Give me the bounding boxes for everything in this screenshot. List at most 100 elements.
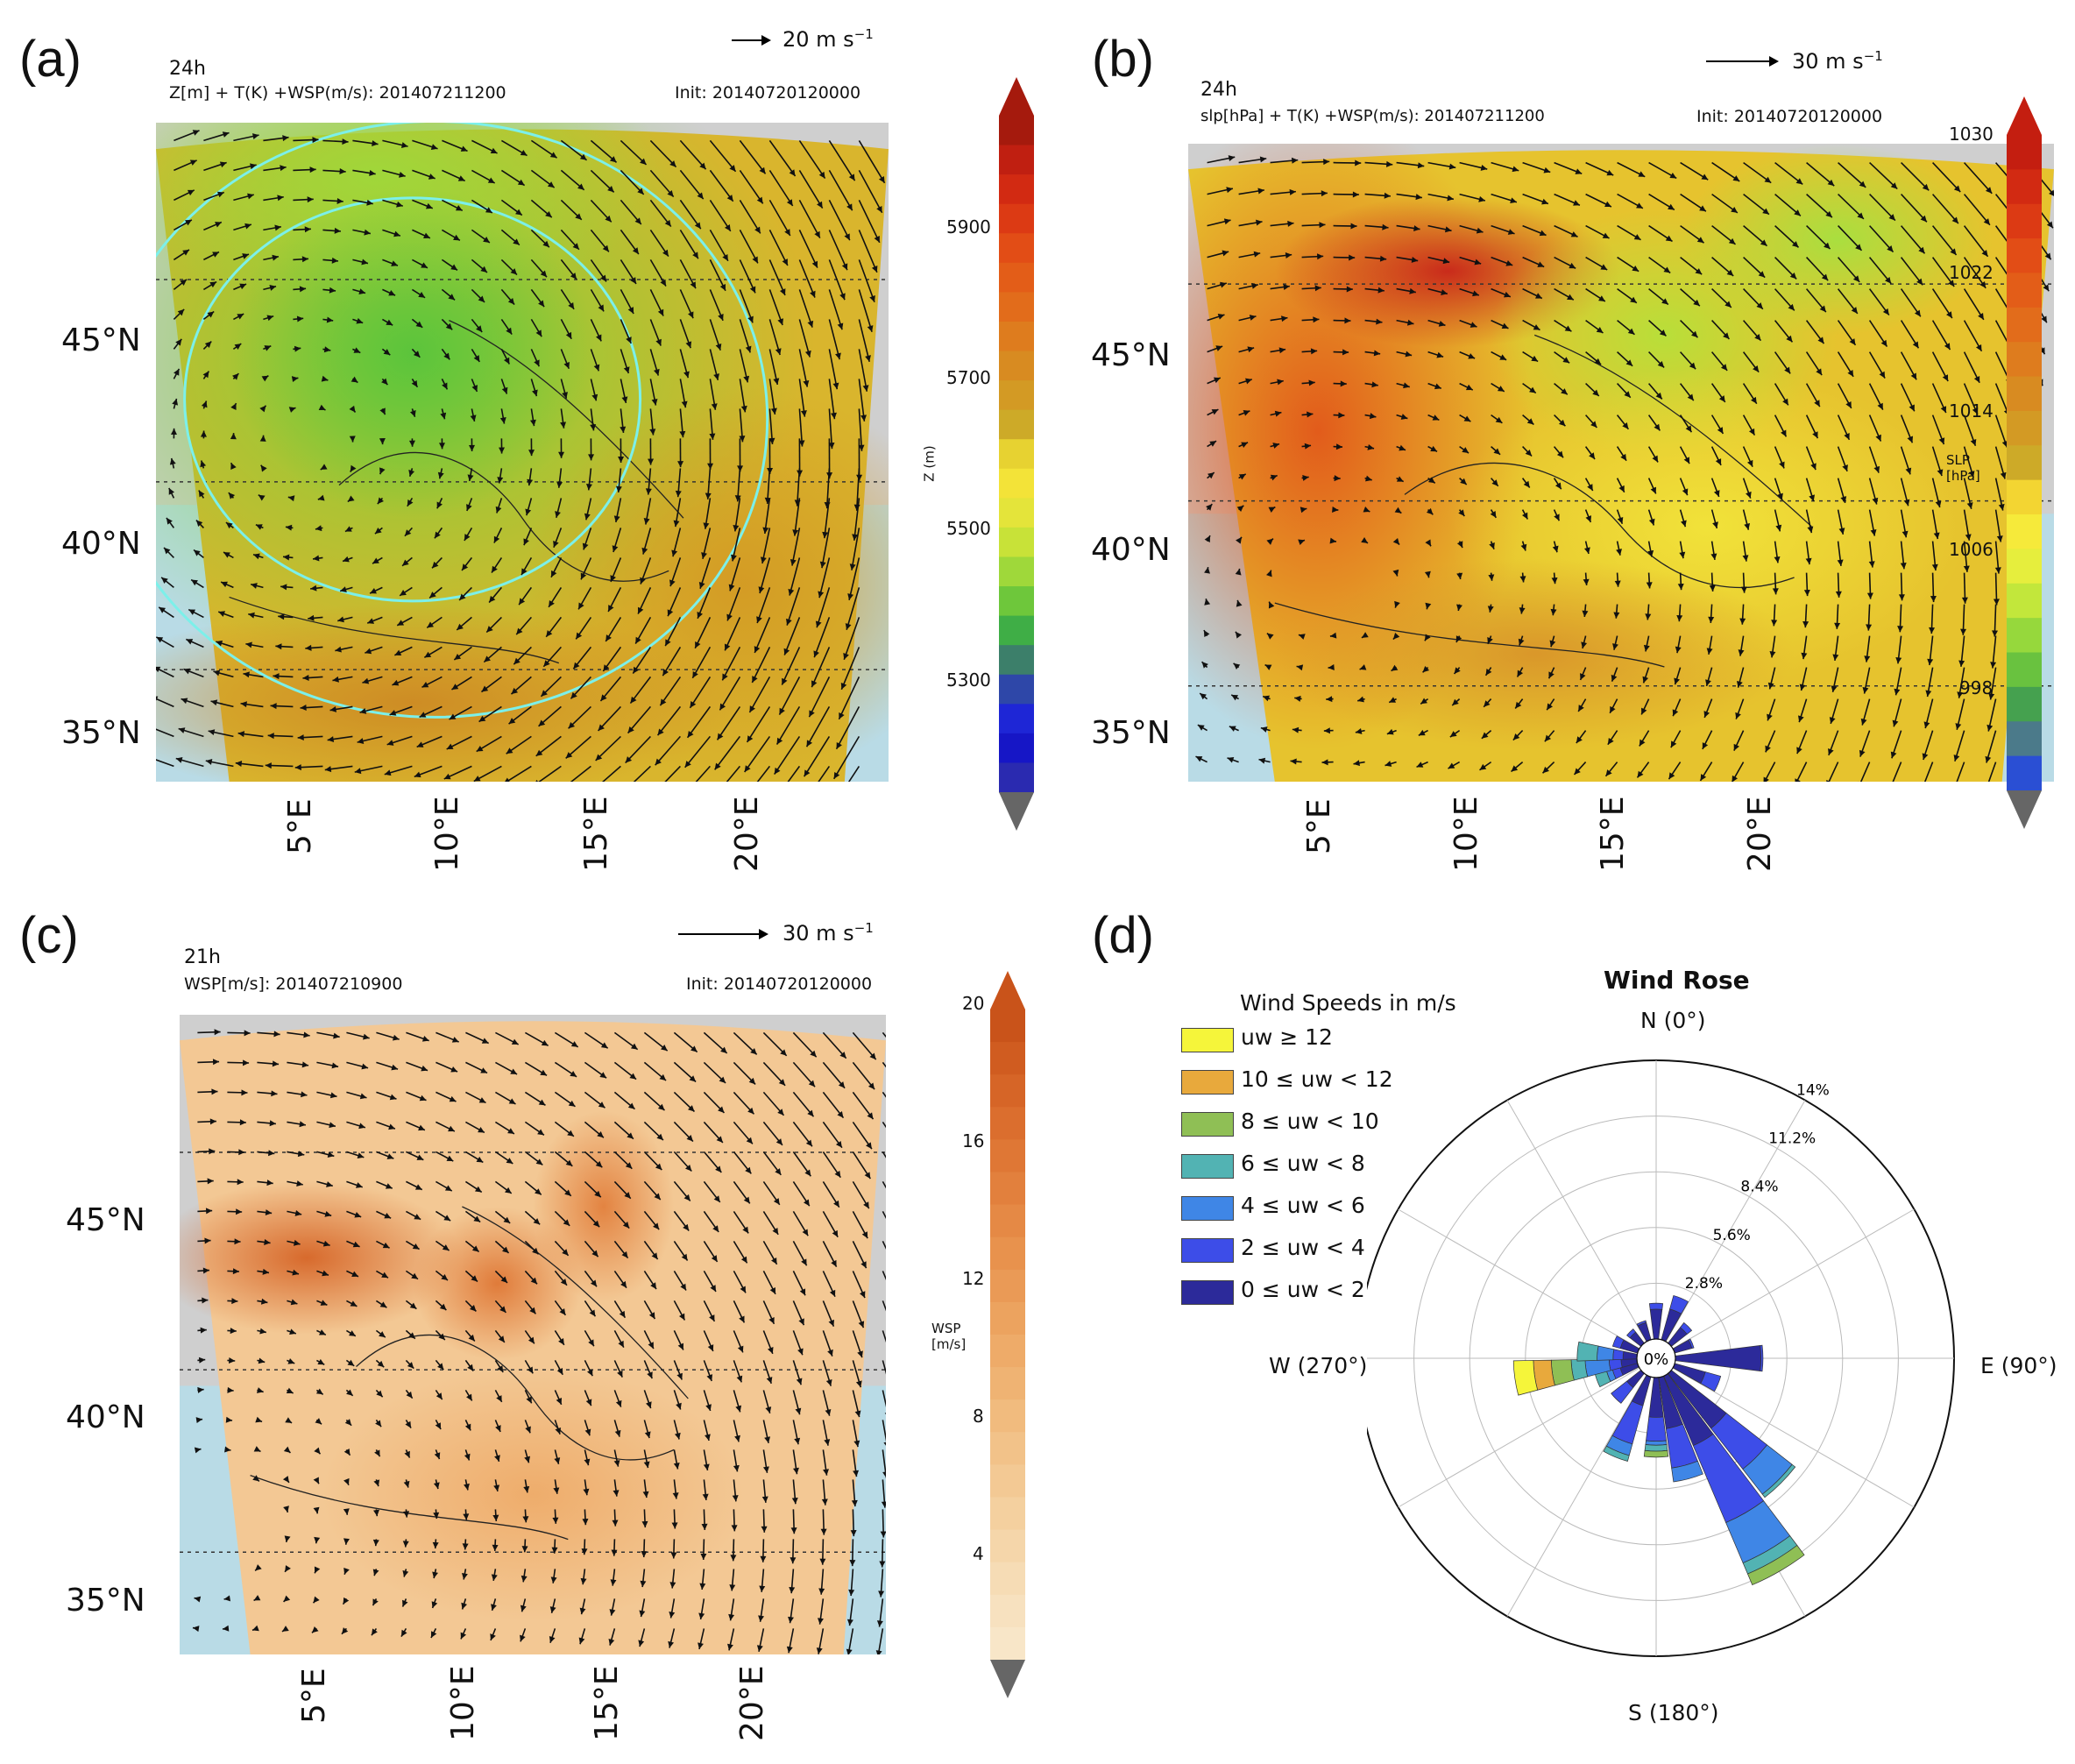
colorbar-segment — [2007, 652, 2042, 688]
panel-c-cbar-tick-16: 16 — [962, 1130, 985, 1151]
colorbar-segment — [990, 1399, 1025, 1433]
colorbar-segment — [990, 1626, 1025, 1661]
temperature-contour — [156, 123, 769, 719]
panel-c-forecast-hour: 21h — [184, 946, 221, 968]
rose-ring-label: 2.8% — [1685, 1275, 1723, 1293]
legend-label: 8 ≤ uᴡ < 10 — [1241, 1109, 1379, 1134]
rose-sector-bar — [1746, 1544, 1805, 1586]
rose-sector-bar — [1626, 1328, 1637, 1339]
colorbar-segment — [999, 645, 1034, 676]
rose-sector-bar — [1761, 1463, 1796, 1498]
colorbar-segment — [999, 292, 1034, 322]
colorbar-segment — [999, 527, 1034, 558]
panel-b-lon-15: 15°E — [1595, 796, 1631, 872]
rose-spoke — [1655, 1100, 1806, 1359]
panel-b-cbar-tick-1006: 1006 — [1949, 539, 1994, 560]
legend-entry: 6 ≤ uᴡ < 8 — [1181, 1151, 1444, 1180]
panel-c-title: WSP[m/s]: 201407210900 — [184, 974, 403, 994]
panel-b-ref-vector: 30 m s−1 — [1792, 48, 1883, 74]
panel-c-lon-15: 15°E — [589, 1665, 625, 1741]
colorbar-segment — [2007, 445, 2042, 481]
panel-c: (c) 21h WSP[m/s]: 201407210900 Init: 201… — [0, 885, 1034, 1764]
field-shading — [229, 188, 596, 519]
colorbar-segment — [990, 1335, 1025, 1368]
rose-ring-label: 14% — [1796, 1082, 1830, 1100]
colorbar-segment — [2007, 479, 2042, 515]
panel-a-lon-15: 15°E — [578, 796, 614, 872]
legend-label: uᴡ ≥ 12 — [1241, 1024, 1333, 1050]
field-shading — [1274, 558, 1795, 750]
colorbar-segment — [2007, 135, 2042, 170]
panel-c-lat-40: 40°N — [66, 1399, 145, 1435]
colorbar-segment — [2007, 169, 2042, 205]
panel-b-label: (b) — [1092, 31, 1154, 88]
rose-sector-bar — [1643, 1449, 1669, 1458]
colorbar-segment — [990, 1236, 1025, 1271]
colorbar-top-arrow — [999, 77, 1034, 116]
colorbar-segment — [990, 1594, 1025, 1628]
rose-sector-bar — [1671, 1460, 1703, 1483]
dir-north: N (0°) — [1640, 1008, 1706, 1033]
legend-entry: 2 ≤ uᴡ < 4 — [1181, 1235, 1444, 1265]
colorbar-segment — [990, 1529, 1025, 1563]
panel-a-cbar-tick-5700: 5700 — [946, 367, 991, 388]
colorbar-segment — [990, 1464, 1025, 1498]
panel-a-lat-45: 45°N — [61, 322, 141, 358]
colorbar-segment — [2007, 238, 2042, 274]
colorbar-segment — [999, 203, 1034, 234]
panel-b-cbar-tick-998: 998 — [1959, 677, 1994, 698]
panel-b-cbar-tick-1014: 1014 — [1949, 400, 1994, 422]
colorbar-segment — [2007, 342, 2042, 378]
coastline — [1274, 334, 1812, 668]
colorbar-segment — [999, 321, 1034, 352]
legend-label: 6 ≤ uᴡ < 8 — [1241, 1151, 1365, 1176]
panel-b-lon-5: 5°E — [1301, 798, 1337, 854]
colorbar-top-arrow — [990, 971, 1025, 1010]
rose-sector-bar — [1649, 1308, 1663, 1340]
colorbar-segment — [999, 586, 1034, 617]
colorbar-segment — [990, 1497, 1025, 1531]
colorbar-segment — [2007, 686, 2042, 722]
colorbar-segment — [990, 1010, 1025, 1043]
colorbar-segment — [999, 174, 1034, 205]
panel-b-colorbar — [2007, 96, 2042, 829]
panel-a-ref-value: 20 m s — [783, 27, 854, 52]
colorbar-segment — [999, 233, 1034, 264]
panel-b-map — [1188, 144, 2054, 782]
colorbar-bottom-arrow — [2007, 790, 2042, 829]
rose-spoke — [1506, 1357, 1657, 1617]
wind-vectors — [156, 130, 886, 782]
legend-swatch — [1181, 1280, 1234, 1305]
rose-ring-label: 11.2% — [1768, 1130, 1816, 1148]
colorbar-bottom-arrow — [990, 1660, 1025, 1698]
rose-sector-bar — [1612, 1349, 1625, 1361]
panel-b-init: Init: 20140720120000 — [1696, 107, 1883, 126]
panel-c-ref-arrow-icon — [678, 929, 768, 939]
rose-center-label: 0% — [1644, 1350, 1669, 1369]
panel-b-lat-35: 35°N — [1091, 715, 1171, 751]
panel-b-cbar-unit: [hPa] — [1946, 468, 1980, 484]
legend-swatch — [1181, 1070, 1234, 1095]
rose-sector-bar — [1680, 1321, 1693, 1335]
legend-swatch — [1181, 1196, 1234, 1221]
panel-c-ref-value: 30 m s — [783, 921, 854, 946]
panel-a-colorbar — [999, 77, 1034, 831]
legend-entry: 4 ≤ uᴡ < 6 — [1181, 1193, 1444, 1222]
legend-swatch — [1181, 1154, 1234, 1179]
panel-a-map-canvas — [156, 123, 889, 782]
wind-rose-plot: 0% 2.8% 5.6% 8.4% 11.2% 14% — [1367, 1059, 1955, 1657]
dir-west: W (270°) — [1269, 1353, 1368, 1378]
colorbar-segment — [999, 439, 1034, 470]
panel-c-map-canvas — [180, 1021, 886, 1654]
colorbar-segment — [990, 1139, 1025, 1173]
panel-a-lon-20: 20°E — [729, 796, 765, 872]
colorbar-segment — [990, 1562, 1025, 1596]
panel-b-ref-arrow-icon — [1706, 56, 1779, 67]
panel-b: (b) 24h slp[hPa] + T(K) +WSP(m/s): 20140… — [1034, 0, 2075, 876]
panel-c-lon-10: 10°E — [445, 1665, 481, 1741]
panel-b-forecast-hour: 24h — [1200, 79, 1237, 101]
colorbar-segment — [999, 409, 1034, 440]
panel-a-ref-arrow-icon — [732, 35, 771, 46]
panel-b-ref-value: 30 m s — [1792, 49, 1864, 74]
panel-a-lon-10: 10°E — [429, 796, 465, 872]
